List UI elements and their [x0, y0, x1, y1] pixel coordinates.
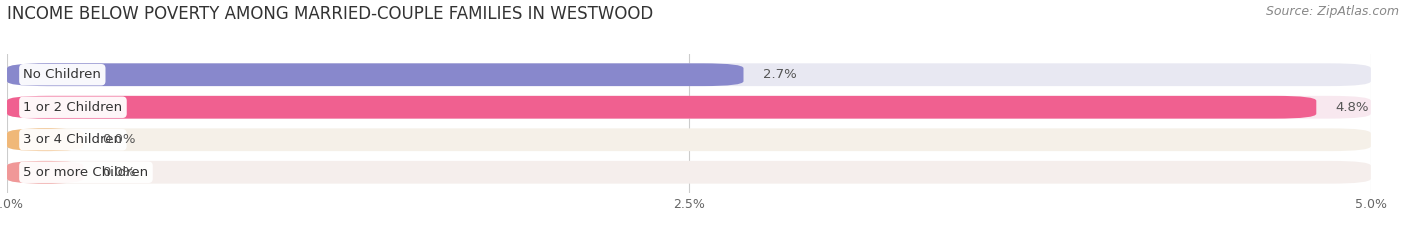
Text: 4.8%: 4.8%	[1336, 101, 1369, 114]
Text: 0.0%: 0.0%	[103, 133, 136, 146]
Text: 0.0%: 0.0%	[103, 166, 136, 179]
FancyBboxPatch shape	[7, 96, 1316, 119]
Text: Source: ZipAtlas.com: Source: ZipAtlas.com	[1265, 5, 1399, 18]
FancyBboxPatch shape	[7, 128, 1371, 151]
FancyBboxPatch shape	[7, 161, 1371, 184]
Text: 3 or 4 Children: 3 or 4 Children	[24, 133, 122, 146]
Text: 2.7%: 2.7%	[762, 68, 796, 81]
FancyBboxPatch shape	[7, 128, 83, 151]
Text: INCOME BELOW POVERTY AMONG MARRIED-COUPLE FAMILIES IN WESTWOOD: INCOME BELOW POVERTY AMONG MARRIED-COUPL…	[7, 5, 654, 23]
Text: No Children: No Children	[24, 68, 101, 81]
FancyBboxPatch shape	[7, 63, 1371, 86]
FancyBboxPatch shape	[7, 63, 744, 86]
Text: 5 or more Children: 5 or more Children	[24, 166, 149, 179]
FancyBboxPatch shape	[7, 96, 1371, 119]
Text: 1 or 2 Children: 1 or 2 Children	[24, 101, 122, 114]
FancyBboxPatch shape	[7, 161, 83, 184]
